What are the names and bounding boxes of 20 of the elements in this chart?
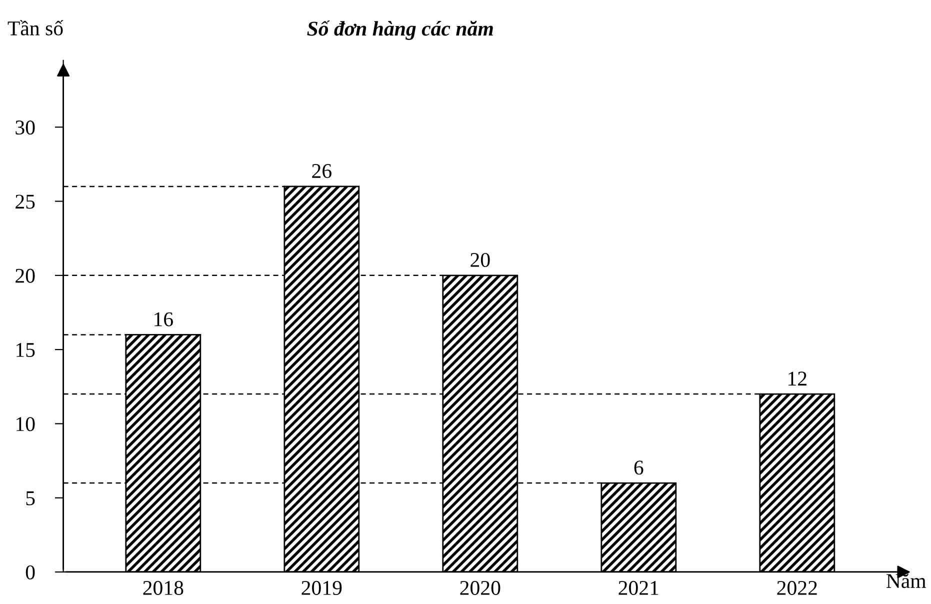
y-tick-label: 5	[26, 491, 35, 506]
x-tick-label: 2019	[302, 580, 342, 595]
x-axis-title: Năm	[886, 574, 926, 588]
data-label: 26	[312, 164, 332, 178]
x-tick-label: 2021	[618, 580, 658, 595]
data-label: 12	[788, 372, 806, 386]
y-axis-title: Tần số	[8, 20, 64, 36]
y-tick-label: 30	[16, 120, 35, 135]
data-label: 20	[470, 252, 490, 268]
chart-title: Số đơn hàng các năm	[307, 20, 493, 40]
x-tick-label: 2018	[143, 580, 184, 595]
data-label: 16	[154, 312, 173, 326]
y-tick-label: 0	[26, 565, 35, 580]
y-tick-label: 10	[16, 417, 35, 432]
y-tick-label: 15	[16, 343, 35, 357]
x-tick-label: 2020	[460, 580, 500, 595]
x-tick-label: 2022	[777, 580, 817, 595]
y-tick-label: 25	[16, 194, 35, 209]
data-label: 6	[634, 460, 644, 475]
y-tick-label: 20	[16, 268, 35, 283]
